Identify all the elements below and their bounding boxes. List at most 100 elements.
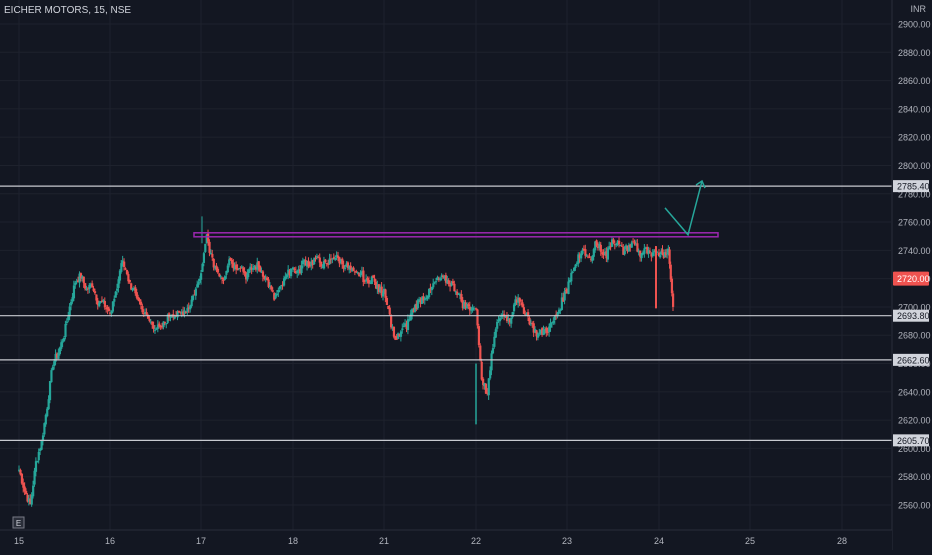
candle-up xyxy=(498,314,502,326)
candle-body xyxy=(208,241,211,253)
candle-down xyxy=(184,311,188,314)
candle-body xyxy=(374,281,378,289)
candle-down xyxy=(92,285,95,293)
candle-up xyxy=(155,327,158,331)
candle-down xyxy=(271,287,274,293)
candle-down xyxy=(658,249,661,257)
time-tick-labels: 15 16 17 18 21 22 23 24 25 28 xyxy=(14,536,847,546)
candle-up xyxy=(413,303,417,313)
candle-body xyxy=(611,239,614,247)
candle-body xyxy=(98,302,101,307)
candle-up xyxy=(44,413,47,427)
candle-body xyxy=(416,300,419,309)
candle-body xyxy=(202,253,206,263)
candle-body xyxy=(342,265,345,269)
candle-down xyxy=(419,297,422,308)
candle-down xyxy=(447,278,450,287)
candle-body xyxy=(70,302,73,306)
candle-down xyxy=(250,263,253,275)
candle-body xyxy=(397,333,400,339)
price-tick-label: 2560.00 xyxy=(898,501,931,511)
level-price-label: 2662.60 xyxy=(893,353,930,366)
candle-body xyxy=(435,281,438,283)
candle-body xyxy=(521,302,524,308)
candle-up xyxy=(200,270,203,285)
candle-body xyxy=(331,258,334,260)
candle-body xyxy=(169,316,172,318)
candle-down xyxy=(145,308,148,316)
candle-body xyxy=(661,249,664,254)
candle-down xyxy=(377,284,380,295)
candle-body xyxy=(592,249,595,257)
candle-up xyxy=(457,292,460,296)
candle-body xyxy=(82,276,85,284)
candle-body xyxy=(131,288,134,291)
candle-down xyxy=(179,311,182,315)
candle-body xyxy=(494,329,497,338)
candle-up xyxy=(432,278,435,290)
candle-body xyxy=(352,267,355,272)
candle-down xyxy=(159,325,162,330)
candle-body xyxy=(183,310,186,314)
candle-up xyxy=(463,299,466,310)
candle-down xyxy=(158,321,161,329)
candle-up xyxy=(433,281,436,285)
candle-body xyxy=(215,265,218,270)
candle-body xyxy=(308,265,312,267)
candle-body xyxy=(84,283,87,289)
candle-down xyxy=(528,316,531,326)
candle-body xyxy=(111,301,115,312)
candle-up xyxy=(370,275,373,285)
candle-up xyxy=(345,261,348,268)
candle-down xyxy=(273,292,276,302)
candle-up xyxy=(306,260,309,271)
candle-down xyxy=(562,292,565,302)
candle-body xyxy=(327,263,330,265)
candle-body xyxy=(450,282,453,286)
candle-up xyxy=(594,240,597,253)
candle-body xyxy=(20,473,24,484)
candle-up xyxy=(585,253,588,258)
candle-body xyxy=(376,284,379,290)
candle-body xyxy=(148,318,151,321)
candle-body xyxy=(218,273,221,277)
candle-body xyxy=(577,254,580,264)
candle-body xyxy=(186,308,189,312)
candle-up xyxy=(514,295,517,307)
candle-up xyxy=(102,298,105,304)
candle-body xyxy=(511,312,514,318)
candle-up xyxy=(297,265,300,276)
candle-body xyxy=(505,316,509,322)
price-tick-label: 2800.00 xyxy=(898,161,931,171)
candle-up xyxy=(334,255,337,262)
candle-down xyxy=(141,303,144,315)
candle-up xyxy=(651,249,654,258)
candle-up xyxy=(640,252,643,262)
candle-body xyxy=(528,317,531,325)
candle-body xyxy=(337,255,340,258)
candle-down xyxy=(93,288,97,295)
candle-down xyxy=(212,257,215,271)
candle-up xyxy=(608,241,611,250)
earnings-marker: E xyxy=(12,516,25,529)
candle-up xyxy=(165,323,168,329)
candle-body xyxy=(613,244,617,246)
candle-body xyxy=(205,234,208,244)
candle-body xyxy=(332,257,335,260)
candle-body xyxy=(432,283,435,288)
candle-up xyxy=(27,494,31,506)
candle-body xyxy=(518,297,521,302)
candle-body xyxy=(644,247,647,249)
current-price-box xyxy=(893,271,929,286)
candle-up xyxy=(568,277,572,283)
candle-body xyxy=(301,260,305,265)
candle-body xyxy=(268,285,272,287)
candle-body xyxy=(34,461,38,472)
candle-body xyxy=(512,304,516,312)
candle-up xyxy=(493,331,496,349)
candle-up xyxy=(74,280,77,289)
candle-up xyxy=(191,294,195,302)
candle-body xyxy=(587,256,590,258)
candle-body xyxy=(428,288,431,298)
